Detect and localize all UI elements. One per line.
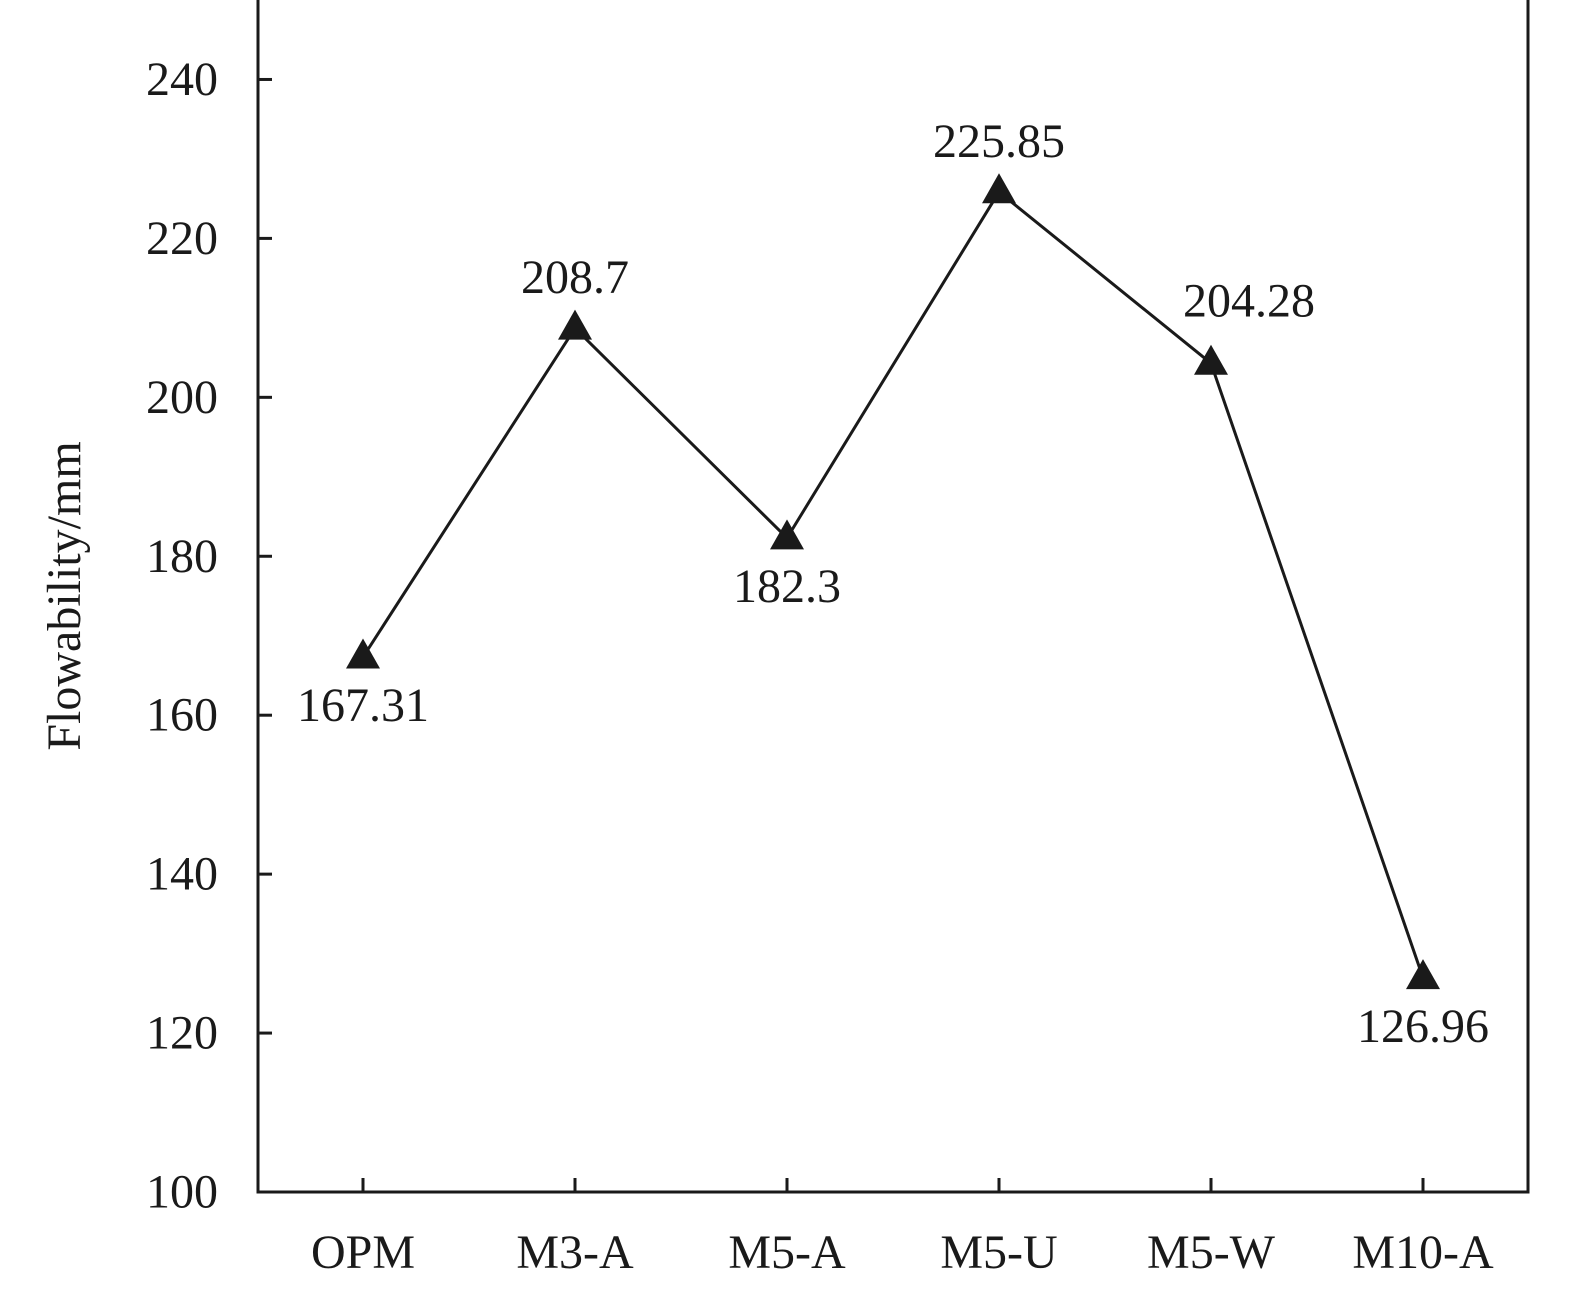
y-tick-label: 220 [146, 212, 218, 265]
y-tick-label: 240 [146, 53, 218, 106]
y-tick-label: 140 [146, 848, 218, 901]
axes: 100 120 140 160 180 200 220 240 OPM M3-A M5-A M5-U M… [38, 0, 1530, 1279]
x-tick-label: M10-A [1352, 1226, 1494, 1279]
y-tick-label: 120 [146, 1007, 218, 1060]
y-tick-label: 160 [146, 689, 218, 742]
y-tick-label: 200 [146, 371, 218, 424]
data-label: 208.7 [521, 251, 629, 304]
data-point-marker [558, 309, 592, 340]
data-point-marker [770, 519, 804, 550]
data-label: 225.85 [933, 115, 1065, 168]
data-label: 126.96 [1357, 1000, 1489, 1053]
data-point-marker [1406, 959, 1440, 990]
series-line [361, 189, 1425, 979]
data-label: 167.31 [297, 679, 429, 732]
data-point-marker [982, 173, 1016, 204]
data-point-marker [346, 638, 380, 669]
y-axis-title: Flowability/mm [38, 441, 91, 750]
x-tick-label: M5-U [940, 1226, 1057, 1279]
data-label: 182.3 [733, 560, 841, 613]
x-tick-label: M5-A [728, 1226, 846, 1279]
labels-layer: 167.31 208.7 182.3 225.85 204.28 126.96 [297, 115, 1489, 1053]
x-tick-label: M3-A [516, 1226, 634, 1279]
x-tick-label: M5-W [1147, 1226, 1276, 1279]
data-point-marker [1194, 344, 1228, 375]
y-tick-label: 180 [146, 530, 218, 583]
x-tick-label: OPM [311, 1226, 415, 1279]
data-label: 204.28 [1183, 274, 1315, 327]
series-layer [346, 173, 1440, 990]
y-tick-label: 100 [146, 1166, 218, 1219]
